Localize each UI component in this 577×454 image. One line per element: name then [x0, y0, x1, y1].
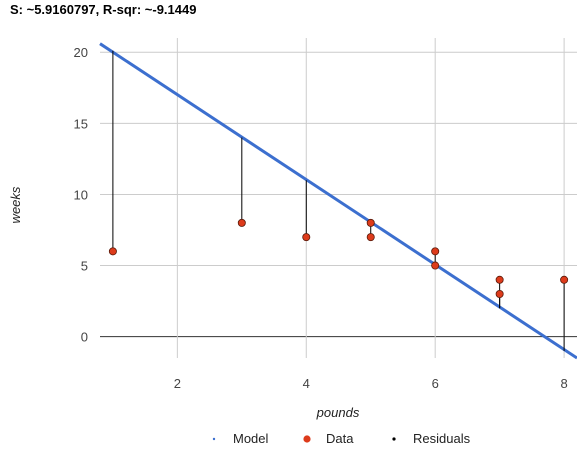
data-point — [366, 218, 375, 227]
data-layer — [108, 218, 569, 298]
y-tick-label: 20 — [74, 45, 88, 60]
data-point — [108, 247, 117, 256]
x-tick-label: 8 — [560, 376, 567, 391]
tick-layer: 0 5 10 15 20 2 4 6 8 — [74, 45, 568, 391]
chart-title: S: ~5.9160797, R-sqr: ~-9.1449 — [10, 2, 197, 17]
y-tick-label: 0 — [81, 330, 88, 345]
model-line — [99, 42, 577, 360]
legend-item: Model — [212, 431, 269, 446]
model-layer — [99, 42, 577, 360]
data-point — [495, 275, 504, 284]
x-tick-label: 6 — [432, 376, 439, 391]
grid-layer — [100, 38, 577, 358]
data-point — [495, 289, 504, 298]
y-axis-title: weeks — [8, 186, 23, 223]
y-tick-label: 15 — [74, 116, 88, 131]
legend-label: Data — [326, 431, 354, 446]
legend-item: Residuals — [392, 431, 471, 446]
legend-label: Model — [233, 431, 269, 446]
legend-swatch-model — [212, 437, 216, 441]
data-point — [366, 233, 375, 242]
data-point — [431, 261, 440, 270]
legend: Model Data Residuals — [212, 431, 471, 446]
x-tick-label: 2 — [174, 376, 181, 391]
y-tick-label: 10 — [74, 187, 88, 202]
data-point — [302, 233, 311, 242]
data-point — [560, 275, 569, 284]
x-axis-title: pounds — [316, 405, 360, 420]
x-tick-label: 4 — [303, 376, 310, 391]
data-point — [431, 247, 440, 256]
legend-item: Data — [303, 431, 354, 446]
y-tick-label: 5 — [81, 259, 88, 274]
data-point — [237, 218, 246, 227]
legend-label: Residuals — [413, 431, 471, 446]
legend-swatch-data — [303, 435, 311, 443]
legend-swatch-residuals — [392, 437, 396, 441]
